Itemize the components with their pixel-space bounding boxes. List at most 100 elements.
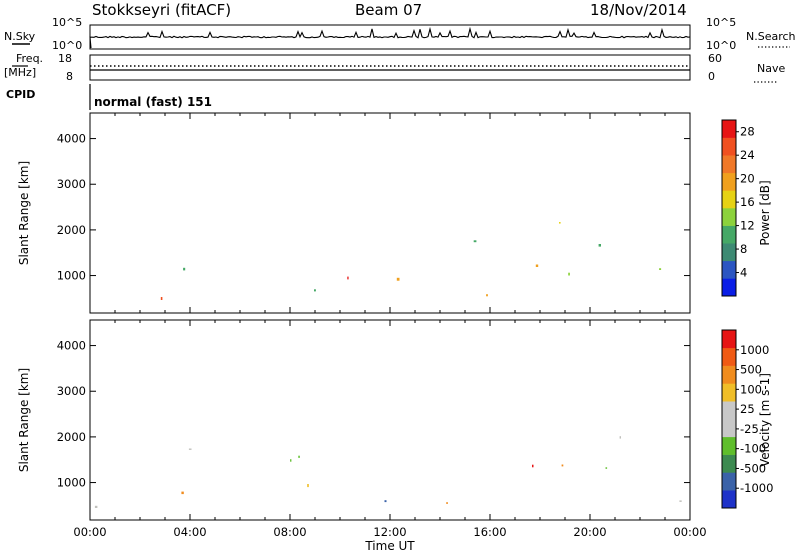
- colorbar-swatch: [722, 454, 736, 473]
- x-tick-label: 00:00: [73, 525, 106, 539]
- freq-tick-high: 18: [58, 52, 72, 65]
- cpid-label: CPID: [6, 88, 35, 101]
- colorbar-swatch: [722, 347, 736, 366]
- heatmap-cell: [598, 244, 601, 247]
- colorbar-swatch: [722, 172, 736, 191]
- colorbar-swatch: [722, 436, 736, 455]
- heatmap-cell: [486, 294, 488, 297]
- colorbar-tick-label: 8: [740, 242, 747, 256]
- colorbar-swatch: [722, 472, 736, 491]
- y-tick-label: 3000: [57, 384, 86, 398]
- heatmap-cell: [290, 459, 292, 462]
- heatmap-cell: [307, 484, 309, 488]
- xlabel: Time UT: [364, 539, 415, 553]
- nave-tick-high: 60: [708, 52, 722, 65]
- y-tick-label: 2000: [57, 223, 86, 237]
- colorbar-swatch: [722, 365, 736, 384]
- colorbar-swatch: [722, 190, 736, 209]
- time-axis: 00:00 04:00 08:00 12:00 16:00 20:00 00:00: [73, 525, 706, 539]
- heatmap-cell: [384, 500, 387, 503]
- x-tick-label: 04:00: [173, 525, 206, 539]
- freq-label: Freq.: [16, 52, 43, 65]
- heatmap-cell: [619, 436, 621, 439]
- heatmap-cell: [473, 240, 477, 243]
- nsky-tick-high: 10^5: [52, 16, 82, 29]
- power-ylabel: Slant Range [km]: [17, 161, 31, 265]
- velocity-axes: 1000 2000 3000 4000: [57, 320, 691, 520]
- velocity-colorbar: 1000 500 100 25 -25 -100 -500 -1000: [721, 329, 773, 509]
- x-tick-label: 12:00: [373, 525, 406, 539]
- nave-label: Nave: [757, 62, 785, 75]
- nsky-tick-low: 10^0: [52, 39, 82, 52]
- x-tick-label: 16:00: [473, 525, 506, 539]
- y-tick-label: 3000: [57, 177, 86, 191]
- heatmap-cell: [396, 277, 400, 281]
- power-frame: [89, 112, 691, 314]
- colorbar-swatch: [722, 330, 736, 349]
- heatmap-cell: [188, 448, 192, 450]
- power-colorbar: 4 8 12 16 20 24 28: [721, 119, 755, 297]
- heatmap-cell: [94, 505, 98, 508]
- colorbar-swatch: [722, 243, 736, 262]
- colorbar-tick-label: 16: [740, 195, 755, 209]
- heatmap-cell: [659, 268, 662, 270]
- heatmap-cell: [183, 267, 186, 271]
- heatmap-cell: [605, 467, 608, 469]
- colorbar-swatch: [722, 155, 736, 174]
- colorbar-swatch: [722, 278, 736, 297]
- freq-strip-frame: [89, 54, 691, 81]
- y-tick-label: 1000: [57, 269, 86, 283]
- colorbar-swatch: [722, 225, 736, 244]
- colorbar-frame: [721, 329, 737, 509]
- colorbar-tick-label: -500: [740, 461, 766, 475]
- freq-tick-low: 8: [66, 70, 73, 83]
- colorbar-tick-label: -25: [740, 422, 759, 436]
- cpid-value: normal (fast) 151: [94, 95, 212, 109]
- velocity-colorbar-label: Velocity [m s-1]: [758, 373, 772, 467]
- date-label: 18/Nov/2014: [590, 1, 687, 19]
- heatmap-cell: [446, 502, 448, 504]
- heatmap-cell: [535, 264, 539, 267]
- heatmap-cell: [561, 464, 564, 467]
- nsearch-tick-low: 10^0: [706, 39, 736, 52]
- colorbar-swatch: [722, 208, 736, 226]
- colorbar-swatch: [722, 401, 736, 420]
- colorbar-tick-label: 4: [740, 266, 747, 280]
- power-colorbar-label: Power [dB]: [758, 180, 772, 245]
- y-tick-label: 4000: [57, 132, 86, 146]
- colorbar-swatch: [722, 490, 736, 509]
- colorbar-tick-label: 1000: [740, 343, 769, 357]
- colorbar-tick-label: -100: [740, 442, 766, 456]
- station-title: Stokkseyri (fitACF): [92, 1, 231, 19]
- heatmap-cell: [298, 455, 300, 458]
- heatmap-cell: [679, 500, 682, 502]
- beam-label: Beam 07: [355, 1, 422, 19]
- velocity-frame: [89, 319, 691, 521]
- colorbar-tick-label: -1000: [740, 481, 773, 495]
- colorbar-tick-label: 12: [740, 219, 755, 233]
- velocity-heatmap: [94, 436, 682, 508]
- nsearch-label: N.Search: [746, 30, 796, 43]
- colorbar-swatch: [722, 137, 736, 156]
- colorbar-swatch: [722, 383, 736, 402]
- nave-tick-low: 0: [708, 70, 715, 83]
- x-tick-label: 20:00: [573, 525, 606, 539]
- colorbar-tick-label: 100: [740, 382, 762, 396]
- heatmap-cell: [568, 272, 570, 276]
- nsky-label: N.Sky: [4, 30, 36, 43]
- colorbar-tick-label: 28: [740, 125, 755, 139]
- y-tick-label: 1000: [57, 476, 86, 490]
- colorbar-tick-label: 24: [740, 148, 755, 162]
- nsky-trace: [89, 26, 691, 49]
- colorbar-frame: [721, 119, 737, 297]
- heatmap-cell: [559, 222, 561, 224]
- heatmap-cell: [181, 491, 184, 495]
- power-axes: 1000 2000 3000 4000: [57, 113, 691, 313]
- heatmap-cell: [160, 297, 163, 300]
- y-tick-label: 4000: [57, 339, 86, 353]
- colorbar-swatch: [722, 120, 736, 138]
- velocity-ylabel: Slant Range [km]: [17, 368, 31, 472]
- heatmap-cell: [532, 464, 534, 468]
- nsearch-tick-high: 10^5: [706, 16, 736, 29]
